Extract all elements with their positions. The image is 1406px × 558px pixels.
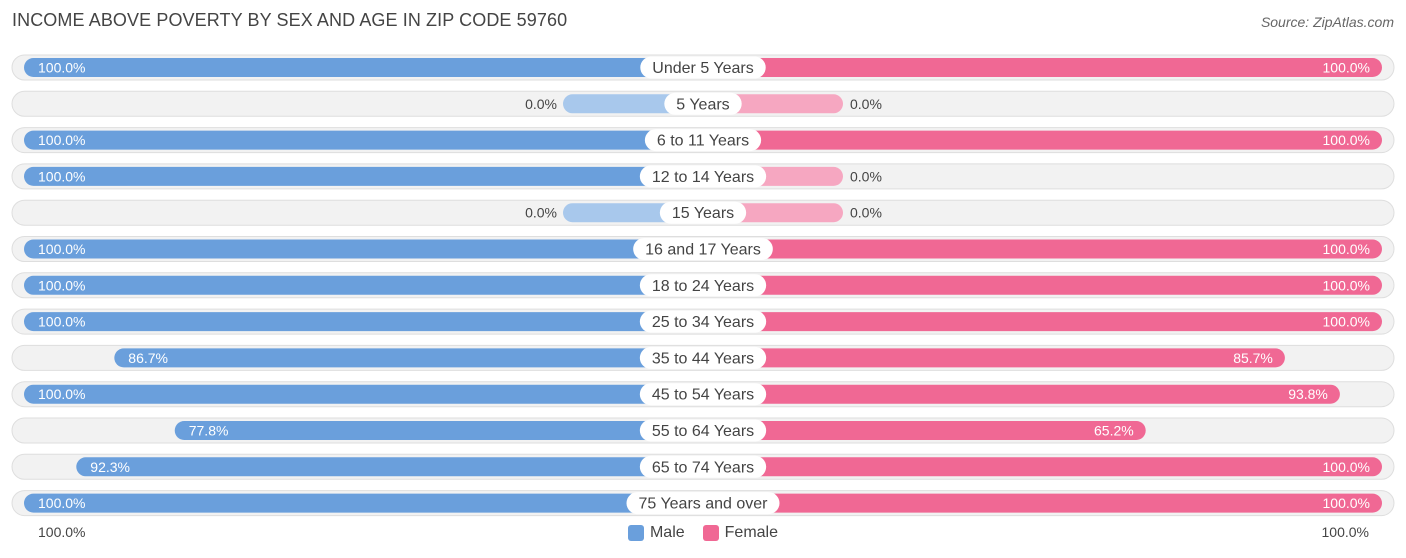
male-bar — [24, 130, 703, 150]
male-value-label: 100.0% — [38, 277, 85, 293]
category-label: 65 to 74 Years — [652, 459, 754, 476]
female-bar — [703, 58, 1382, 77]
male-bar — [24, 275, 703, 295]
category-label: 12 to 14 Years — [652, 169, 754, 186]
bar-chart: Under 5 Years 100.0% 100.0% 5 Years 0.0% 0.0%… — [11, 54, 1395, 517]
female-bar — [703, 384, 1340, 404]
legend-label-male: Male — [649, 524, 685, 541]
axis-left-label: 100.0% — [38, 524, 86, 540]
female-value-label: 100.0% — [1323, 495, 1370, 511]
male-bar — [76, 457, 703, 477]
category-pill — [639, 165, 767, 188]
female-value-label: 93.8% — [1288, 386, 1328, 402]
category-pill — [633, 238, 773, 260]
male-value-label: 100.0% — [38, 60, 85, 76]
male-value-label: 77.8% — [189, 423, 229, 439]
female-value-label: 100.0% — [1323, 459, 1370, 475]
category-label: 5 Years — [676, 96, 729, 113]
male-bar — [24, 239, 703, 259]
female-bar — [703, 457, 1382, 477]
female-value-label: 0.0% — [850, 96, 882, 112]
category-label: 18 to 24 Years — [652, 278, 754, 295]
male-value-label: 100.0% — [38, 241, 85, 257]
male-bar — [24, 312, 703, 332]
axis-right-label: 100.0% — [1321, 524, 1369, 540]
category-pill — [640, 56, 766, 79]
legend-swatch-female — [702, 525, 719, 541]
category-pill — [644, 129, 762, 152]
female-value-label: 0.0% — [850, 205, 882, 221]
male-value-label: 0.0% — [525, 205, 557, 221]
legend-label-female: Female — [724, 524, 779, 541]
female-value-label: 100.0% — [1323, 241, 1370, 257]
female-bar — [703, 130, 1382, 150]
male-value-label: 100.0% — [38, 495, 85, 511]
female-value-label: 0.0% — [850, 168, 882, 184]
category-pill — [639, 383, 767, 406]
female-value-label: 85.7% — [1233, 350, 1273, 366]
category-label: 55 to 64 Years — [652, 423, 754, 440]
female-value-label: 65.2% — [1094, 423, 1134, 439]
category-label: 25 to 34 Years — [652, 314, 754, 331]
category-pill — [639, 419, 767, 442]
male-bar — [24, 166, 703, 186]
female-value-label: 100.0% — [1323, 277, 1370, 293]
female-bar — [703, 348, 1285, 368]
female-value-label: 100.0% — [1323, 132, 1370, 148]
legend-swatch-male — [627, 525, 644, 541]
chart-title: INCOME ABOVE POVERTY BY SEX AND AGE IN Z… — [12, 10, 568, 30]
male-value-label: 100.0% — [38, 132, 85, 148]
category-pill — [639, 310, 767, 333]
male-bar — [24, 58, 703, 77]
category-label: 35 to 44 Years — [652, 350, 754, 367]
category-pill — [659, 201, 747, 224]
category-pill — [664, 92, 742, 115]
legend-item-female: Female — [702, 524, 779, 542]
male-value-label: 92.3% — [90, 459, 130, 475]
male-bar — [174, 421, 703, 440]
male-bar — [24, 493, 703, 513]
female-bar — [703, 312, 1382, 332]
category-pill — [626, 492, 780, 515]
category-pill — [639, 455, 767, 478]
male-value-label: 100.0% — [38, 314, 85, 330]
category-label: 75 Years and over — [639, 496, 769, 513]
female-bar — [703, 421, 1146, 440]
male-value-label: 0.0% — [525, 96, 557, 112]
legend-item-male: Male — [627, 524, 685, 542]
category-label: Under 5 Years — [652, 60, 753, 77]
legend: Male Female — [0, 522, 1406, 544]
category-pill — [639, 346, 767, 369]
female-value-label: 100.0% — [1323, 60, 1370, 76]
male-value-label: 86.7% — [128, 350, 168, 366]
female-value-label: 100.0% — [1323, 314, 1370, 330]
category-label: 6 to 11 Years — [657, 133, 749, 150]
category-label: 45 to 54 Years — [652, 387, 754, 404]
male-bar — [114, 348, 703, 368]
female-bar — [703, 239, 1382, 259]
male-value-label: 100.0% — [38, 386, 85, 402]
male-bar — [24, 384, 703, 404]
category-label: 15 Years — [672, 205, 734, 222]
male-value-label: 100.0% — [38, 168, 85, 184]
source-note: Source: ZipAtlas.com — [1260, 14, 1394, 30]
female-bar — [703, 275, 1382, 295]
female-bar — [703, 493, 1382, 513]
category-pill — [639, 274, 767, 297]
category-label: 16 and 17 Years — [645, 242, 761, 259]
